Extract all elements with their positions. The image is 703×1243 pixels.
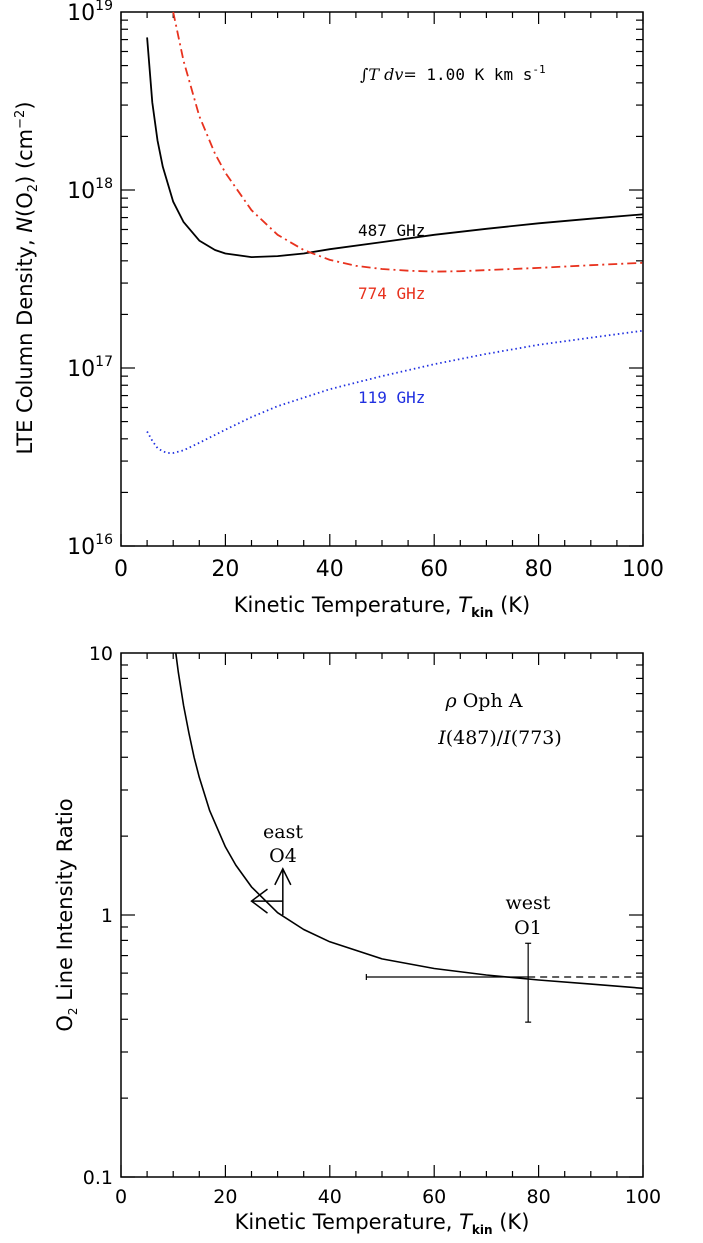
top-x-tick-label: 0 (114, 557, 128, 582)
tick-exponent: 19 (95, 0, 113, 14)
top-x-tick-label: 80 (525, 557, 553, 582)
tick-exponent: 16 (95, 532, 113, 548)
top-series (146, 11, 644, 454)
point-label-east: east (263, 821, 303, 843)
tick-base: 10 (67, 1, 95, 26)
top-ylabel: LTE Column Density, N(O2) (cm−2) (13, 101, 41, 454)
top-x-tick-label: 20 (211, 557, 239, 582)
top-ylabel-suffix: ) (cm (13, 129, 37, 184)
point-label-west: west (506, 892, 551, 914)
annotation-integral: ∫T dv= (360, 65, 417, 84)
bottom-x-tick-label: 60 (422, 1186, 446, 1208)
point-label-O1: O1 (514, 917, 542, 939)
bottom-xlabel-prefix: Kinetic Temperature, (235, 1210, 460, 1234)
top-ylabel-sup: −2 (13, 110, 28, 129)
bottom-x-tick-label: 40 (318, 1186, 342, 1208)
top-xlabel: Kinetic Temperature, Tkin (K) (234, 593, 531, 621)
top-xlabel-suffix: (K) (493, 593, 530, 617)
bottom-x-tick-label: 20 (213, 1186, 237, 1208)
tick-exponent: 18 (95, 176, 113, 192)
bottom-annotation-line1: ρ Oph A (445, 690, 523, 712)
east-arrowhead-left (250, 888, 268, 914)
bottom-x-tick-label: 80 (527, 1186, 551, 1208)
top-x-tick-label: 60 (420, 557, 448, 582)
bottom-y-tick-label: 1 (101, 905, 113, 927)
bottom-y-tick-label: 10 (89, 643, 113, 665)
top-xlabel-sub: kin (471, 606, 493, 621)
series-line-119 (146, 329, 644, 454)
series-label-119: 119 GHz (358, 388, 425, 407)
bottom-ylabel-prefix: O (53, 1015, 77, 1032)
bottom-xlabel-sub: kin (472, 1223, 493, 1237)
tick-base: 10 (67, 535, 95, 560)
east-arrowhead-up (274, 867, 292, 886)
top-ylabel-var: N (13, 217, 37, 233)
top-x-tick-label: 40 (316, 557, 344, 582)
top-x-tick-label: 100 (622, 557, 664, 582)
top-ylabel-end: ) (13, 101, 37, 109)
top-xlabel-prefix: Kinetic Temperature, (234, 593, 459, 617)
top-ylabel-sub: 2 (26, 184, 41, 192)
bottom-x-tick-label: 100 (625, 1186, 661, 1208)
ratio-curve (175, 652, 644, 990)
bottom-series (175, 652, 644, 1023)
bottom-xlabel-suffix: (K) (493, 1210, 530, 1234)
series-label-487: 487 GHz (358, 221, 425, 240)
top-y-tick-label: 1019 (67, 0, 113, 26)
annotation-oph: Oph A (457, 690, 523, 712)
bottom-ylabel: O2 Line Intensity Ratio (53, 798, 80, 1031)
annotation-I2: I (502, 727, 511, 749)
point-label-O4: O4 (269, 845, 297, 867)
bottom-y-tick-label: 0.1 (83, 1167, 113, 1189)
top-y-tick-label: 1016 (67, 532, 113, 560)
annotation-end: (773) (511, 727, 562, 749)
top-annotation: ∫T dv= 1.00 K km s-1 (360, 63, 546, 84)
tick-exponent: 17 (95, 354, 113, 370)
bottom-xlabel-var: T (459, 1210, 474, 1234)
top-ylabel-prefix: LTE Column Density, (13, 233, 37, 455)
bottom-annotation-line2: I(487)/I(773) (437, 727, 562, 749)
annotation-rho: ρ (445, 690, 458, 712)
annotation-mid: (487)/ (446, 727, 504, 749)
annotation-value: 1.00 K km s (417, 65, 533, 84)
top-ylabel-paren: (O (13, 192, 37, 217)
top-y-tick-label: 1018 (67, 176, 113, 204)
bottom-plot-frame (120, 652, 644, 1178)
annotation-sup: -1 (532, 63, 545, 76)
series-line-774 (172, 11, 644, 273)
bottom-xlabel: Kinetic Temperature, Tkin (K) (235, 1210, 530, 1237)
bottom-ylabel-suffix: Line Intensity Ratio (53, 798, 77, 1007)
series-line-487 (146, 37, 644, 259)
annotation-I1: I (437, 727, 446, 749)
series-label-774: 774 GHz (358, 284, 425, 303)
top-xlabel-var: T (458, 593, 473, 617)
bottom-ylabel-sub: 2 (66, 1007, 80, 1015)
tick-base: 10 (67, 357, 95, 382)
top-y-tick-label: 1017 (67, 354, 113, 382)
top-plot-frame (120, 11, 644, 547)
bottom-ticks: 0 20 40 60 80 100 0.1 1 10 (83, 643, 661, 1208)
tick-base: 10 (67, 179, 95, 204)
bottom-x-tick-label: 0 (115, 1186, 127, 1208)
